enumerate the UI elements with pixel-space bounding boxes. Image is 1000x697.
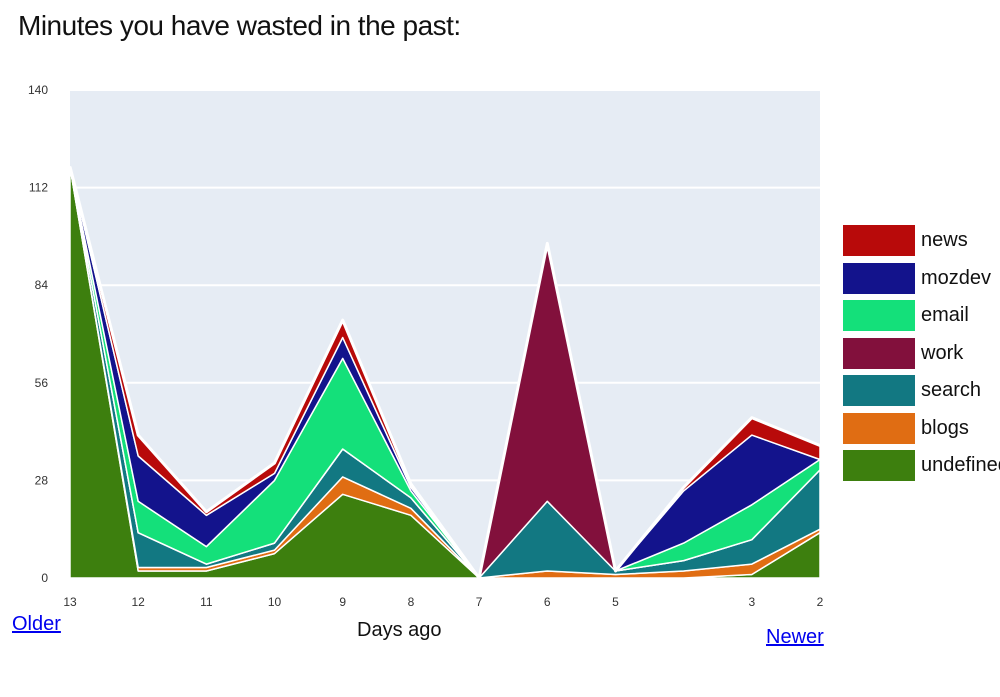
legend-label-undefined: undefined xyxy=(921,454,1000,477)
legend-swatch-email xyxy=(843,300,915,332)
legend-item-mozdev: mozdev xyxy=(843,260,1000,298)
x-tick-label-12: 12 xyxy=(132,595,146,609)
legend-label-blogs: blogs xyxy=(921,416,969,439)
x-tick-label-2: 2 xyxy=(817,595,824,609)
x-tick-label-7: 7 xyxy=(476,595,483,609)
legend-item-search: search xyxy=(843,372,1000,410)
x-axis-title: Days ago xyxy=(357,619,442,641)
chart-legend: news mozdev email work search blogs undefined xyxy=(843,222,1000,485)
x-tick-label-9: 9 xyxy=(339,595,346,609)
x-tick-label-10: 10 xyxy=(268,595,282,609)
legend-item-work: work xyxy=(843,335,1000,373)
legend-item-email: email xyxy=(843,297,1000,335)
y-tick-label-112: 112 xyxy=(29,181,48,195)
y-tick-label-140: 140 xyxy=(28,83,48,97)
newer-link[interactable]: Newer xyxy=(766,626,824,648)
page-title: Minutes you have wasted in the past: xyxy=(18,10,461,41)
legend-item-blogs: blogs xyxy=(843,410,1000,448)
y-tick-label-28: 28 xyxy=(35,473,49,487)
x-tick-label-3: 3 xyxy=(748,595,755,609)
legend-label-work: work xyxy=(921,341,964,364)
legend-label-mozdev: mozdev xyxy=(921,266,992,289)
older-link[interactable]: Older xyxy=(12,613,61,635)
legend-item-undefined: undefined xyxy=(843,447,1000,485)
legend-swatch-work xyxy=(843,337,915,369)
legend-label-news: news xyxy=(921,229,968,252)
legend-swatch-news xyxy=(843,225,915,257)
legend-label-search: search xyxy=(921,379,982,402)
y-tick-label-56: 56 xyxy=(35,376,49,390)
legend-item-news: news xyxy=(843,222,1000,260)
x-tick-label-13: 13 xyxy=(63,595,77,609)
y-tick-label-0: 0 xyxy=(41,571,48,585)
x-tick-label-8: 8 xyxy=(408,595,415,609)
legend-swatch-blogs xyxy=(843,412,915,444)
y-tick-label-84: 84 xyxy=(35,278,49,292)
x-tick-label-11: 11 xyxy=(200,595,213,609)
x-tick-label-5: 5 xyxy=(612,595,619,609)
legend-label-email: email xyxy=(921,304,969,327)
legend-swatch-mozdev xyxy=(843,262,915,294)
legend-swatch-undefined xyxy=(843,450,915,482)
stack-top-edge xyxy=(68,166,821,580)
legend-swatch-search xyxy=(843,375,915,407)
x-tick-label-6: 6 xyxy=(544,595,551,609)
